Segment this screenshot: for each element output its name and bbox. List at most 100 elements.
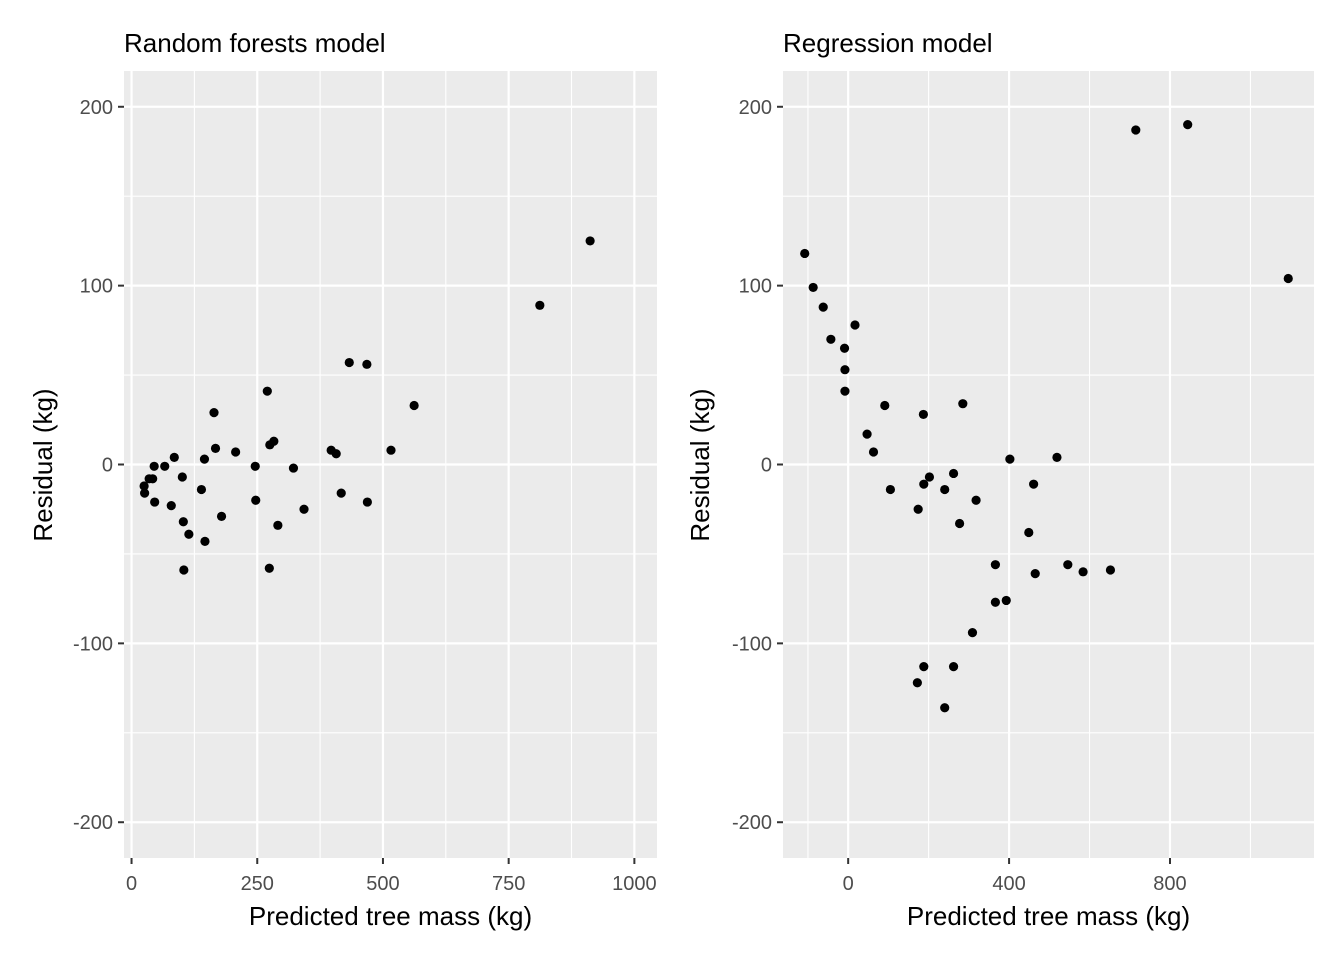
data-point — [331, 449, 341, 459]
data-point — [269, 436, 279, 446]
data-point — [179, 565, 189, 575]
x-tick-label: 750 — [492, 873, 525, 895]
data-point — [160, 461, 170, 471]
data-point — [954, 518, 965, 529]
data-point — [967, 628, 978, 638]
x-tick-label: 500 — [366, 873, 399, 895]
data-point — [1001, 595, 1011, 606]
data-point — [840, 386, 850, 396]
data-point — [184, 529, 194, 539]
data-point — [1029, 479, 1039, 489]
data-point — [250, 461, 260, 471]
data-point — [344, 357, 354, 368]
data-point — [800, 248, 810, 259]
data-point — [958, 399, 968, 409]
chart-title: Regression model — [783, 28, 993, 58]
data-point — [148, 474, 158, 484]
data-point — [409, 400, 419, 411]
data-point — [149, 461, 159, 471]
data-point — [386, 445, 396, 455]
data-point — [919, 479, 929, 489]
data-point — [880, 400, 890, 411]
data-point — [912, 678, 922, 688]
data-point — [948, 662, 959, 672]
data-point — [178, 517, 188, 527]
y-tick-label: 200 — [739, 97, 772, 119]
x-axis-title: Predicted tree mass (kg) — [907, 901, 1190, 931]
data-point — [169, 452, 179, 462]
data-point — [139, 481, 149, 491]
data-point — [177, 472, 187, 482]
data-point — [140, 488, 150, 498]
data-point — [840, 365, 850, 375]
data-point — [808, 282, 818, 293]
y-tick-label: -200 — [73, 812, 113, 834]
data-point — [913, 504, 923, 514]
data-point — [262, 386, 272, 396]
data-point — [990, 560, 1001, 570]
y-tick-label: 200 — [80, 97, 113, 119]
data-point — [919, 662, 929, 672]
data-point — [585, 236, 595, 246]
y-tick-label: -100 — [732, 633, 772, 655]
data-point — [1283, 273, 1293, 284]
data-point — [288, 463, 299, 473]
y-tick-label: 100 — [80, 276, 113, 298]
data-point — [940, 703, 950, 713]
data-point — [1005, 454, 1015, 464]
random-forests-panel: 0 250 500 750 1000 -200 -100 0 100 200 Random fore… — [28, 28, 657, 931]
data-point — [150, 497, 160, 507]
data-point — [862, 429, 872, 439]
data-point — [362, 359, 372, 369]
data-point — [166, 501, 176, 511]
data-point — [535, 300, 545, 310]
data-point — [196, 484, 207, 495]
data-point — [210, 443, 221, 454]
data-point — [868, 447, 879, 457]
data-point — [885, 484, 896, 495]
data-point — [1183, 120, 1193, 130]
x-tick-label: 800 — [1153, 873, 1186, 895]
data-point — [1024, 527, 1034, 538]
data-point — [1063, 560, 1073, 570]
data-point — [826, 334, 836, 344]
data-point — [264, 563, 274, 573]
y-axis-title: Residual (kg) — [685, 388, 715, 541]
y-tick-label: -100 — [73, 633, 113, 655]
data-point — [948, 468, 959, 479]
data-point — [940, 484, 950, 495]
data-point — [971, 495, 981, 505]
data-point — [362, 497, 372, 507]
x-tick-label: 400 — [992, 873, 1025, 895]
data-point — [1030, 569, 1040, 579]
data-point — [1078, 567, 1088, 577]
x-tick-label: 1000 — [612, 873, 657, 895]
y-tick-label: 0 — [102, 455, 113, 477]
data-point — [839, 343, 850, 353]
data-point — [1052, 452, 1062, 462]
data-point — [200, 536, 210, 547]
data-point — [199, 454, 210, 464]
data-point — [299, 504, 309, 514]
y-axis-title: Residual (kg) — [28, 388, 58, 541]
data-point — [1131, 125, 1141, 135]
data-point — [209, 408, 219, 418]
x-tick-label: 0 — [843, 873, 854, 895]
data-point — [273, 520, 283, 530]
y-tick-label: 100 — [739, 276, 772, 298]
chart-title: Random forests model — [124, 28, 386, 58]
data-point — [918, 409, 928, 420]
data-point — [850, 320, 860, 330]
data-point — [924, 472, 935, 482]
y-tick-label: -200 — [732, 812, 772, 834]
x-tick-label: 0 — [126, 873, 137, 895]
data-point — [251, 495, 261, 505]
data-point — [990, 597, 1001, 607]
data-point — [1105, 565, 1116, 575]
x-tick-label: 250 — [241, 873, 274, 895]
data-point — [336, 488, 346, 498]
x-axis-title: Predicted tree mass (kg) — [249, 901, 532, 931]
data-point — [216, 511, 227, 521]
data-point — [818, 302, 828, 312]
